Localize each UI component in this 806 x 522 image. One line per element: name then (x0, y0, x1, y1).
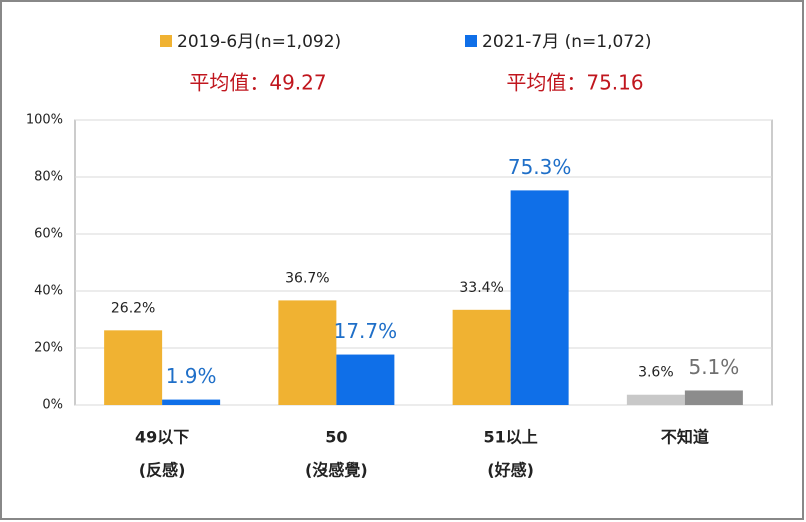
y-tick-label: 100% (26, 113, 63, 128)
bar (104, 330, 163, 405)
x-tick-label: 51以上 (483, 428, 537, 447)
x-tick-label: 49以下 (135, 428, 189, 447)
average-annotation: 平均值：49.27 (189, 71, 326, 95)
value-label: 26.2% (111, 300, 155, 316)
x-tick-label: 50 (325, 428, 347, 447)
legend-swatch (160, 35, 172, 47)
x-tick-label: (好感) (487, 461, 534, 480)
bar (626, 394, 685, 405)
value-label: 5.1% (688, 355, 739, 379)
value-label: 17.7% (334, 319, 398, 343)
y-tick-label: 0% (42, 398, 63, 413)
bar (336, 354, 395, 405)
y-tick-label: 40% (34, 284, 63, 299)
y-tick-label: 80% (34, 170, 63, 185)
value-label: 36.7% (285, 270, 329, 286)
x-tick-label: (反感) (139, 461, 186, 480)
bar (278, 300, 337, 405)
legend-label: 2019-6月(n=1,092) (177, 32, 341, 52)
value-label: 3.6% (638, 365, 674, 381)
value-label: 75.3% (508, 155, 572, 179)
bar (452, 309, 511, 405)
value-label: 1.9% (166, 364, 217, 388)
value-label: 33.4% (459, 280, 503, 296)
bar (162, 399, 221, 405)
legend-label: 2021-7月 (n=1,072) (482, 32, 652, 52)
y-tick-label: 20% (34, 341, 63, 356)
x-tick-label: (沒感覺) (305, 461, 368, 480)
y-tick-label: 60% (34, 227, 63, 242)
x-tick-label: 不知道 (661, 428, 709, 447)
bar (510, 190, 569, 405)
average-annotation: 平均值：75.16 (506, 71, 643, 95)
legend-swatch (465, 35, 477, 47)
bar (684, 390, 743, 405)
